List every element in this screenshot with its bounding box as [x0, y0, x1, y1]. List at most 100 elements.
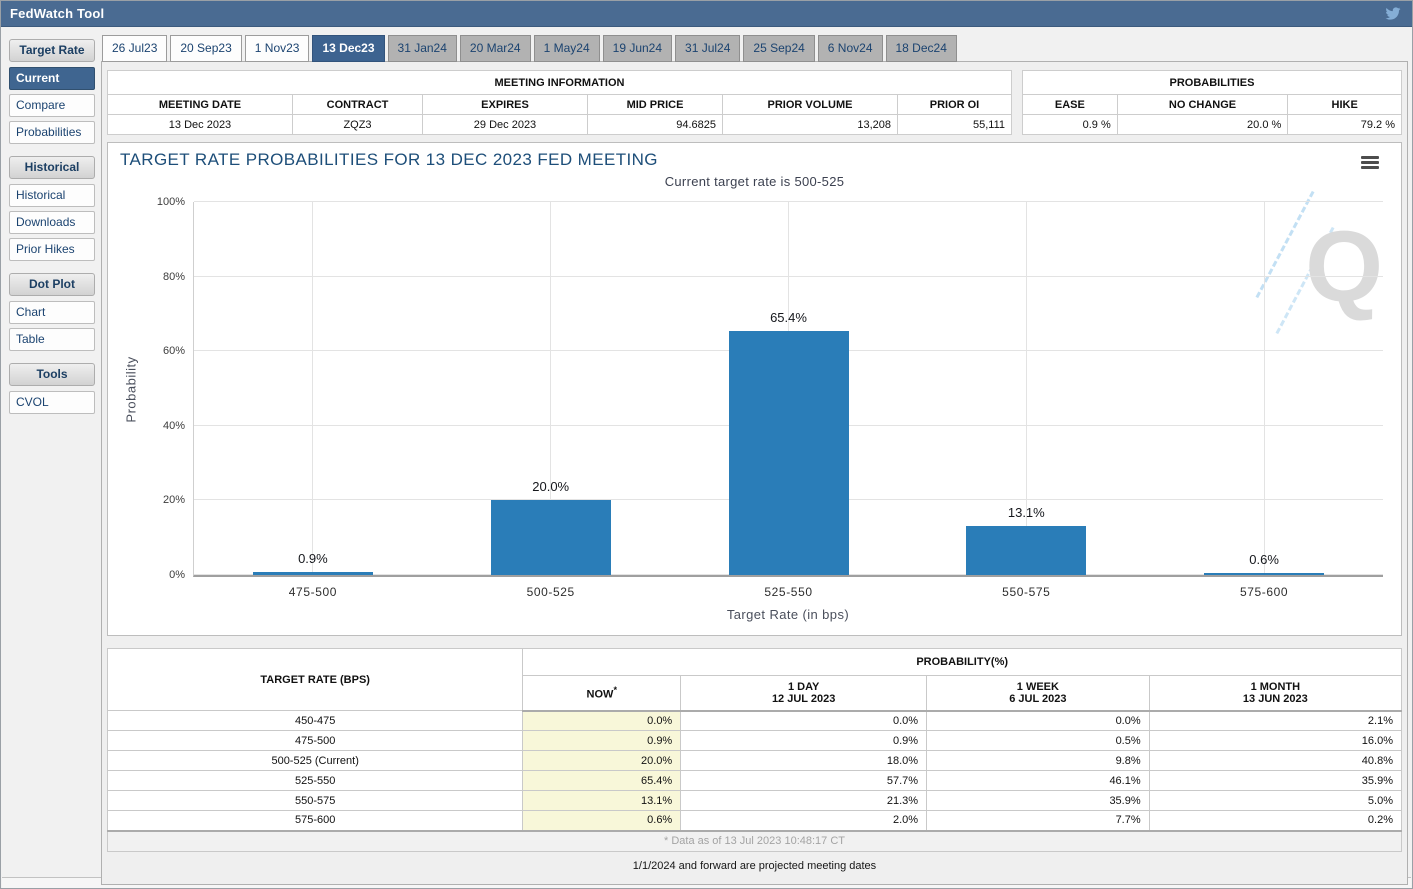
- sidebar-item-downloads[interactable]: Downloads: [9, 211, 95, 234]
- now-cell: 65.4%: [522, 770, 682, 791]
- sidebar-item-chart[interactable]: Chart: [9, 301, 95, 324]
- tab-1-nov23[interactable]: 1 Nov23: [244, 35, 310, 62]
- tab-25-sep24[interactable]: 25 Sep24: [743, 35, 815, 62]
- sidebar: Target Rate Current Compare Probabilities Hi…: [1, 27, 101, 418]
- x-tick-label: 475-500: [288, 585, 338, 599]
- meeting-info-header-row: MEETING DATE CONTRACT EXPIRES MID PRICE PRIO…: [107, 94, 1012, 115]
- tab-20-mar24[interactable]: 20 Mar24: [459, 35, 531, 62]
- tab-26-jul23[interactable]: 26 Jul23: [102, 35, 168, 62]
- tab-31-jan24[interactable]: 31 Jan24: [387, 35, 457, 62]
- tab-18-dec24[interactable]: 18 Dec24: [885, 35, 957, 62]
- day-cell: 18.0%: [680, 750, 928, 771]
- rate-cell: 450-475: [106, 710, 524, 731]
- tab-13-dec23[interactable]: 13 Dec23: [312, 35, 385, 62]
- chart-menu-icon[interactable]: [1361, 156, 1379, 169]
- value-prior-volume: 13,208: [722, 114, 898, 135]
- main-content: 26 Jul23 20 Sep23 1 Nov23 13 Dec23 31 Jan24 2…: [101, 27, 1412, 885]
- month-cell: 40.8%: [1148, 750, 1403, 771]
- y-axis-title: Probability: [123, 356, 139, 423]
- sidebar-item-prior-hikes[interactable]: Prior Hikes: [9, 238, 95, 261]
- probabilities-summary-header-row: EASE NO CHANGE HIKE: [1022, 94, 1402, 115]
- x-tick-label: 550-575: [1002, 585, 1051, 599]
- value-no-change: 20.0 %: [1116, 114, 1289, 135]
- week-cell: 0.0%: [926, 710, 1150, 731]
- y-tick-label: 100%: [156, 196, 185, 208]
- sidebar-section-dot-plot: Dot Plot: [9, 273, 95, 296]
- tab-6-nov24[interactable]: 6 Nov24: [817, 35, 883, 62]
- table-row: 550-575 13.1% 21.3% 35.9% 5.0%: [106, 790, 1403, 811]
- sidebar-item-table[interactable]: Table: [9, 328, 95, 351]
- y-tick-label: 20%: [162, 494, 185, 507]
- sidebar-item-probabilities[interactable]: Probabilities: [9, 121, 95, 144]
- month-cell: 16.0%: [1148, 730, 1403, 751]
- column-header-prior-oi: PRIOR OI: [897, 94, 1012, 115]
- table-row: 500-525 (Current) 20.0% 18.0% 9.8% 40.8%: [106, 750, 1403, 771]
- month-cell: 2.1%: [1148, 710, 1403, 731]
- probabilities-summary-title: PROBABILITIES: [1022, 70, 1402, 95]
- chart-bar-525-550: [728, 331, 849, 575]
- chart-panel: TARGET RATE PROBABILITIES FOR 13 DEC 202…: [107, 142, 1402, 636]
- column-header-expires: EXPIRES: [422, 94, 588, 115]
- sidebar-item-compare[interactable]: Compare: [9, 94, 95, 117]
- sidebar-item-cvol[interactable]: CVOL: [9, 391, 95, 414]
- value-meeting-date: 13 Dec 2023: [107, 114, 293, 135]
- table-row: 475-500 0.9% 0.9% 0.5% 16.0%: [106, 730, 1403, 751]
- now-cell: 0.0%: [522, 710, 682, 731]
- week-cell: 9.8%: [926, 750, 1150, 771]
- day-cell: 57.7%: [680, 770, 928, 791]
- value-hike: 79.2 %: [1287, 114, 1402, 135]
- projected-dates-note: 1/1/2024 and forward are projected meeti…: [632, 860, 877, 872]
- target-rate-bps-header: TARGET RATE (BPS): [106, 648, 524, 711]
- table-row: 575-600 0.6% 2.0% 7.7% 0.2%: [106, 810, 1403, 831]
- app-title: FedWatch Tool: [10, 6, 105, 21]
- value-prior-oi: 55,111: [897, 114, 1012, 135]
- v-gridline: [1025, 202, 1027, 575]
- probability-group-header: PROBABILITY(%): [522, 648, 1402, 676]
- sidebar-item-historical[interactable]: Historical: [9, 184, 95, 207]
- sidebar-section-historical: Historical: [9, 156, 95, 179]
- now-cell: 0.6%: [522, 810, 682, 831]
- chart-bar-550-575: [966, 526, 1087, 575]
- tab-20-sep23[interactable]: 20 Sep23: [170, 35, 242, 62]
- day-cell: 2.0%: [680, 810, 928, 831]
- day-cell: 0.0%: [680, 710, 928, 731]
- column-header-hike: HIKE: [1287, 94, 1402, 115]
- rate-cell: 575-600: [106, 810, 524, 831]
- x-tick-label: 525-550: [764, 585, 813, 599]
- column-header-ease: EASE: [1022, 94, 1118, 115]
- tab-19-jun24[interactable]: 19 Jun24: [602, 35, 673, 62]
- v-gridline: [550, 202, 552, 575]
- x-axis-title: Target Rate (in bps): [726, 607, 850, 622]
- column-header-now: NOW*: [522, 675, 682, 712]
- sidebar-item-current[interactable]: Current: [9, 67, 95, 90]
- month-cell: 0.2%: [1148, 810, 1403, 831]
- value-ease: 0.9 %: [1022, 114, 1118, 135]
- tab-1-may24[interactable]: 1 May24: [533, 35, 600, 62]
- value-contract: ZQZ3: [292, 114, 423, 135]
- sidebar-section-tools: Tools: [9, 363, 95, 386]
- tab-31-jul24[interactable]: 31 Jul24: [675, 35, 741, 62]
- column-header-no-change: NO CHANGE: [1116, 94, 1289, 115]
- bar-value-label: 0.6%: [1249, 551, 1279, 567]
- bar-value-label: 13.1%: [1007, 505, 1045, 521]
- y-tick-label: 0%: [169, 569, 185, 581]
- month-cell: 35.9%: [1148, 770, 1403, 791]
- bar-value-label: 0.9%: [298, 550, 328, 566]
- v-gridline: [312, 202, 314, 575]
- v-gridline: [1263, 202, 1265, 575]
- x-tick-label: 575-600: [1239, 585, 1289, 599]
- twitter-icon[interactable]: [1384, 6, 1402, 21]
- probabilities-summary-value-row: 0.9 % 20.0 % 79.2 %: [1022, 114, 1402, 135]
- chart-bar-500-525: [490, 500, 611, 575]
- value-mid-price: 94.6825: [587, 114, 723, 135]
- column-header-prior-volume: PRIOR VOLUME: [722, 94, 898, 115]
- meeting-info-value-row: 13 Dec 2023 ZQZ3 29 Dec 2023 94.6825 13,208 5…: [107, 114, 1012, 135]
- chart-bar-475-500: [252, 571, 373, 575]
- week-cell: 35.9%: [926, 790, 1150, 811]
- column-header-1-day: 1 DAY 12 JUL 2023: [680, 675, 928, 712]
- h-gridline: [194, 201, 1383, 202]
- chart-bar-575-600: [1204, 572, 1325, 575]
- probability-history-table: TARGET RATE (BPS) PROBABILITY(%) NOW* 1 D…: [106, 648, 1403, 852]
- rate-cell: 500-525 (Current): [106, 750, 524, 771]
